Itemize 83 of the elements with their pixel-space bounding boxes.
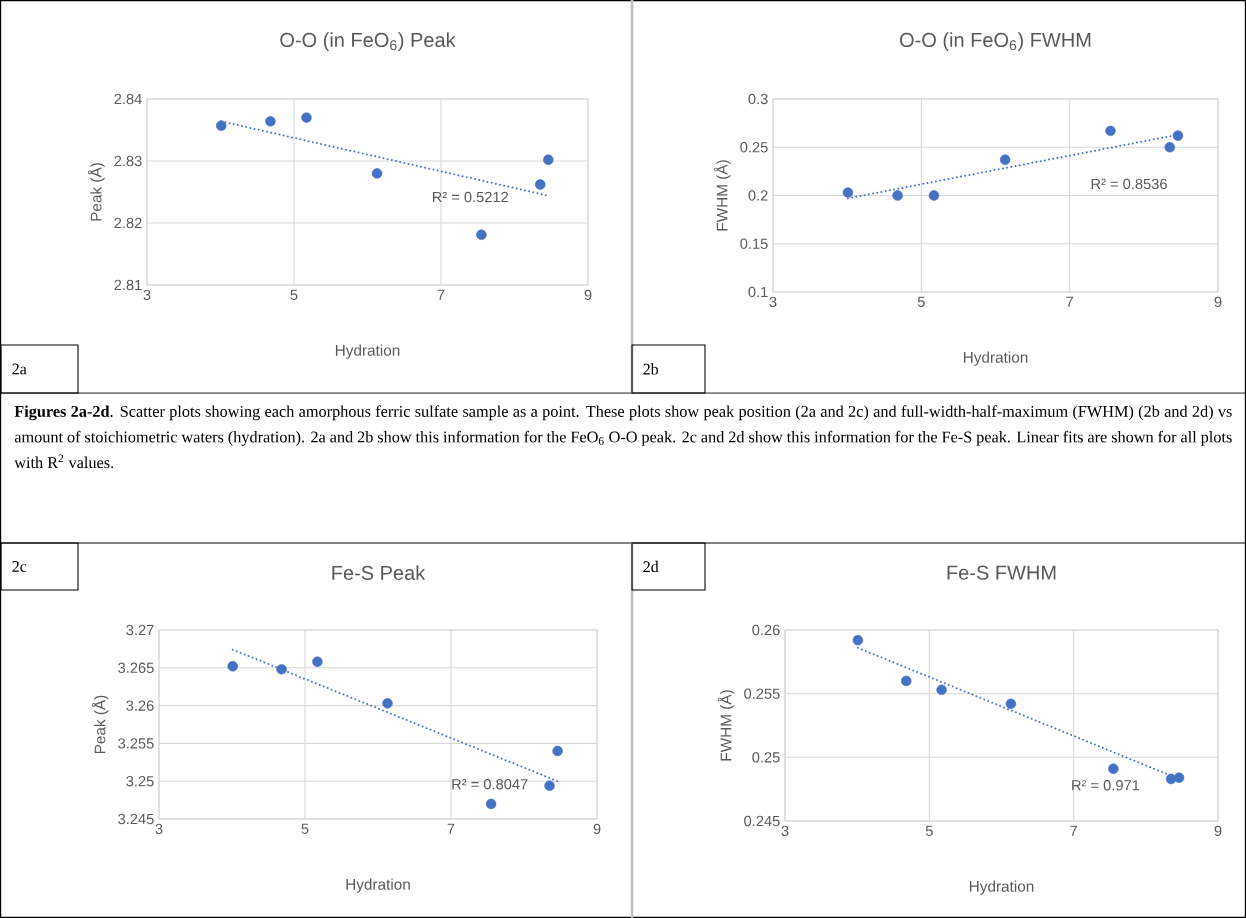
y-tick-label: 0.25 — [752, 752, 780, 763]
x-tick-label: 9 — [1214, 296, 1222, 308]
point — [852, 634, 864, 646]
y-tick-label: 0.255 — [744, 688, 780, 699]
y-tick-label: 0.3 — [748, 93, 768, 105]
x-tick-label: 7 — [1066, 296, 1074, 307]
x-tick-label: 5 — [290, 289, 298, 300]
point — [1105, 125, 1116, 137]
y-tick-label: 2.82 — [114, 217, 142, 229]
y-tick-label: 3.245 — [118, 813, 154, 825]
y-tick-label: 3.26 — [126, 700, 154, 711]
x-tick-label: 3 — [143, 289, 151, 301]
x-tick-label: 3 — [769, 296, 777, 308]
chart-title: Fe-S Peak — [332, 565, 426, 580]
x-tick-label: 9 — [593, 823, 601, 835]
y-axis-title: FWHM (Å) — [717, 690, 735, 761]
point — [301, 112, 312, 123]
y-axis-title: FWHM (Å) — [714, 160, 731, 231]
point — [382, 698, 393, 709]
point — [535, 179, 546, 190]
point — [999, 154, 1011, 165]
x-tick-label: 7 — [447, 823, 455, 834]
point — [1005, 698, 1017, 710]
y-tick-label: 0.1 — [748, 286, 768, 298]
point — [936, 684, 947, 696]
chart-title: O-O (in FeO$_{6}$) FWHM — [900, 32, 1091, 51]
point — [485, 798, 497, 810]
x-axis-title: Hydration — [963, 351, 1028, 366]
x-tick-label: 5 — [925, 825, 933, 836]
point — [476, 229, 487, 240]
x-tick-label: 5 — [917, 296, 925, 307]
x-axis-title: Hydration — [335, 344, 400, 359]
x-tick-label: 7 — [437, 289, 445, 300]
annotation: R² = 0.971 — [1072, 780, 1140, 791]
text: 2a — [12, 363, 27, 375]
chart-title: Fe-S FWHM — [947, 565, 1056, 580]
point — [1108, 763, 1119, 774]
y-tick-label: 3.265 — [118, 662, 154, 673]
annotation: R² = 0.8536 — [1091, 178, 1167, 190]
x-tick-label: 9 — [1214, 825, 1222, 837]
x-tick-label: 7 — [1070, 825, 1078, 836]
point — [1172, 130, 1184, 141]
chart-title: O-O (in FeO$_{6}$) Peak — [280, 32, 456, 51]
y-tick-label: 2.81 — [114, 279, 142, 291]
y-tick-label: 0.15 — [740, 238, 768, 249]
y-tick-label: 0.26 — [752, 624, 780, 636]
point — [892, 190, 903, 201]
point — [552, 745, 563, 757]
text: Figures 2a-2d. Scatter plots showing each amorphous ferric sulfate sample as a point. These plots show peak position (2a and 2c) and full-width-half-maximum (FWHM) (2b and 2d) vs amount of stoichiometric waters (hydration). 2a and 2b show this information for the FeO$_{6}$ O-O peak. 2c and 2d show this information for the Fe-S peak. Linear fits are shown for all plots with R$^{2}$ values. — [14, 405, 1232, 469]
point — [1173, 772, 1185, 783]
point — [265, 116, 276, 127]
point — [543, 154, 554, 165]
y-tick-label: 3.27 — [126, 624, 154, 636]
y-tick-label: 0.245 — [744, 815, 780, 827]
point — [276, 664, 287, 675]
point — [842, 187, 854, 198]
point — [312, 656, 323, 667]
annotation: R² = 0.8047 — [452, 779, 528, 790]
text: 2d — [643, 560, 659, 573]
y-tick-label: 2.83 — [114, 155, 142, 167]
x-axis-title: Hydration — [969, 880, 1034, 895]
annotation: R² = 0.5212 — [432, 191, 509, 203]
point — [216, 120, 227, 131]
point — [227, 661, 238, 672]
text: 2b — [643, 363, 659, 375]
x-axis-title: Hydration — [346, 878, 410, 893]
y-tick-label: 2.84 — [114, 93, 142, 105]
point — [1164, 142, 1175, 153]
y-tick-label: 3.255 — [118, 738, 154, 749]
text: 2c — [12, 561, 27, 572]
y-axis-title: Peak (Å) — [91, 695, 109, 754]
point — [901, 675, 912, 687]
point — [371, 168, 383, 179]
x-tick-label: 3 — [155, 823, 163, 835]
y-axis-title: Peak (Å) — [88, 163, 105, 221]
point — [928, 190, 940, 201]
x-tick-label: 9 — [584, 289, 592, 301]
y-tick-label: 0.2 — [748, 190, 768, 201]
x-tick-label: 3 — [781, 825, 789, 837]
y-tick-label: 0.25 — [740, 142, 768, 153]
point — [544, 780, 555, 791]
y-tick-label: 3.25 — [126, 776, 154, 787]
x-tick-label: 5 — [301, 823, 309, 834]
